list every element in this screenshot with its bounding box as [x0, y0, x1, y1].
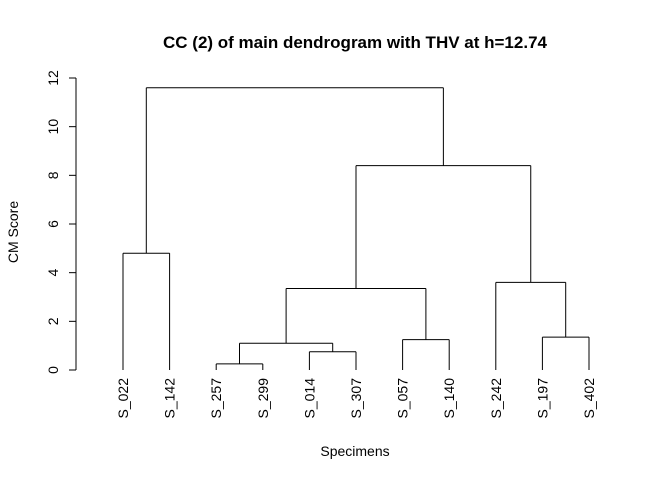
dendrogram-branches	[122, 87, 590, 370]
leaf-label: S_014	[301, 378, 317, 419]
leaf-label: S_142	[162, 378, 178, 419]
leaf-label: S_197	[534, 378, 550, 419]
leaf-label: S_022	[115, 378, 131, 419]
leaf-label: S_057	[395, 378, 411, 419]
y-tick-label: 8	[45, 171, 61, 179]
y-tick-label: 6	[45, 220, 61, 228]
leaf-label: S_307	[348, 378, 364, 419]
leaf-label: S_402	[581, 378, 597, 419]
y-axis: 0 2 4 6 8 10 12	[45, 70, 77, 374]
leaf-labels: S_022 S_142 S_257 S_299 S_014 S_307 S_057 S_140…	[115, 378, 597, 419]
leaf-label: S_299	[255, 378, 271, 419]
y-tick-label: 4	[45, 269, 61, 277]
y-tick-label: 0	[45, 366, 61, 374]
y-tick-label: 10	[45, 119, 61, 135]
x-axis-label: Specimens	[320, 443, 389, 459]
leaf-label: S_257	[208, 378, 224, 419]
y-tick-label: 12	[45, 70, 61, 86]
y-axis-label: CM Score	[5, 201, 21, 263]
chart-title: CC (2) of main dendrogram with THV at h=…	[163, 33, 548, 52]
leaf-label: S_140	[441, 378, 457, 419]
leaf-label: S_242	[488, 378, 504, 419]
y-tick-label: 2	[45, 317, 61, 325]
